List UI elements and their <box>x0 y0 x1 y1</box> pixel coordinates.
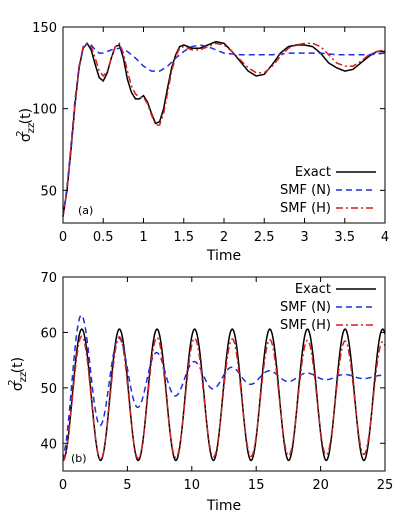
panel-a-series-exact <box>62 40 385 217</box>
panel-b-label: (b) <box>71 452 87 465</box>
panel-b-y-axis-title-sup: 2 <box>7 379 18 385</box>
panel-a-label: (a) <box>78 204 93 217</box>
panel-b-x-tick-label: 15 <box>248 478 265 493</box>
panel-a-series-lines <box>62 40 386 217</box>
panel-b-x-tick-label: 10 <box>184 478 201 493</box>
panel-a-x-tick-label: 2.5 <box>254 230 275 245</box>
panel-b-tick-labels: 0 5 10 15 20 25 40 50 60 70 <box>40 271 393 493</box>
panel-a-x-tick-label: 1.5 <box>173 230 194 245</box>
panel-a-y-tick-label: 150 <box>32 21 57 36</box>
panel-b-y-axis-title-sub: zz <box>18 372 29 383</box>
panel-b-legend-label-smf-n: SMF (N) <box>280 300 331 315</box>
panel-a-ticks <box>62 26 386 223</box>
panel-a-y-axis-title: σzz2(t) <box>15 108 37 142</box>
panel-a-tick-labels: 0 0.5 1 1.5 2 2.5 3 3.5 4 50 100 150 <box>32 21 389 245</box>
panel-b-y-tick-label: 70 <box>40 271 57 286</box>
panel-a-x-tick-label: 2 <box>220 230 228 245</box>
panel-a-legend: Exact SMF (N) SMF (H) <box>280 165 376 216</box>
panel-b-legend-label-smf-h: SMF (H) <box>280 318 331 333</box>
panel-a-y-tick-label: 100 <box>32 103 57 118</box>
panel-a-series-smf-h <box>62 42 386 217</box>
panel-a-x-axis-title: Time <box>206 248 241 264</box>
panel-a-x-tick-label: 3 <box>300 230 308 245</box>
panel-a-x-tick-label: 1 <box>139 230 147 245</box>
panel-b-series-lines <box>62 314 386 462</box>
panel-a-x-tick-label: 0 <box>59 230 67 245</box>
panel-b-series-smf-h <box>62 335 386 462</box>
panel-b-x-tick-label: 20 <box>312 478 329 493</box>
panel-a-legend-label-smf-n: SMF (N) <box>280 183 331 198</box>
panel-b: 0 5 10 15 20 25 40 50 60 70 Time σzz2(t) (b) Exac… <box>7 271 393 514</box>
panel-a-y-axis-title-sup: 2 <box>15 130 26 136</box>
panel-b-legend: Exact SMF (N) SMF (H) <box>280 282 376 333</box>
panel-a-x-tick-label: 4 <box>381 230 389 245</box>
panel-a-x-tick-label: 0.5 <box>93 230 114 245</box>
panel-a-y-axis-title-sub: zz <box>26 123 37 134</box>
panel-a-y-tick-label: 50 <box>40 184 57 199</box>
panel-b-series-smf-n <box>62 314 386 461</box>
panel-a-x-tick-label: 3.5 <box>334 230 355 245</box>
panel-a-legend-label-exact: Exact <box>295 165 331 180</box>
panel-a-legend-label-smf-h: SMF (H) <box>280 201 331 216</box>
panel-b-x-tick-label: 5 <box>123 478 131 493</box>
panel-a: 0 0.5 1 1.5 2 2.5 3 3.5 4 50 100 150 Time σzz2(t) (… <box>15 21 389 264</box>
panel-b-ticks <box>62 276 386 471</box>
panel-b-y-tick-label: 50 <box>40 382 57 397</box>
panel-b-x-axis-title: Time <box>206 498 241 514</box>
panel-b-y-axis-title: σzz2(t) <box>7 357 29 391</box>
panel-b-x-tick-label: 0 <box>59 478 67 493</box>
panel-b-y-tick-label: 60 <box>40 326 57 341</box>
panel-b-legend-label-exact: Exact <box>295 282 331 297</box>
panel-b-x-tick-label: 25 <box>377 478 394 493</box>
panel-b-y-tick-label: 40 <box>40 437 57 452</box>
panel-b-frame <box>62 276 386 472</box>
